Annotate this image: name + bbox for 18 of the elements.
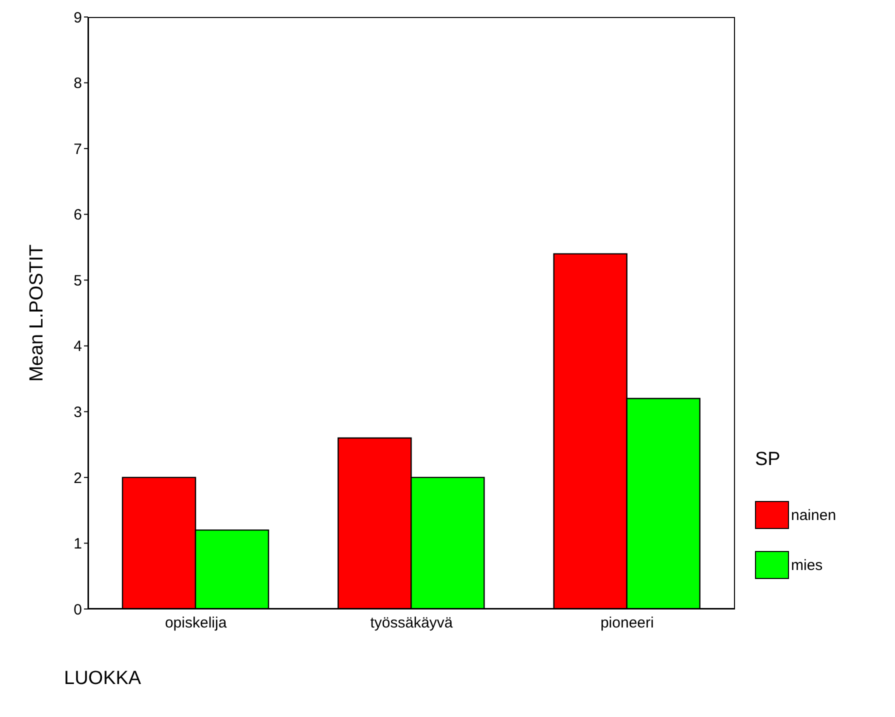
y-tick-label: 0	[74, 601, 82, 618]
legend-title: SP	[755, 449, 782, 472]
y-tick-label: 2	[74, 470, 82, 487]
y-tick-label: 7	[74, 140, 82, 158]
y-tick-label: 9	[74, 9, 82, 26]
y-tick-label: 6	[74, 206, 82, 224]
legend-label: mies	[791, 556, 823, 574]
y-tick-label: 5	[74, 272, 82, 290]
x-tick-label: opiskelija	[164, 614, 228, 632]
y-tick-label: 8	[74, 75, 82, 92]
y-tick-label: 3	[74, 404, 82, 421]
y-tick-label: 1	[74, 536, 82, 553]
x-tick-label: työssäkäyvä	[370, 614, 454, 632]
y-tick-label: 4	[74, 338, 82, 356]
x-tick-label: pioneeri	[600, 614, 654, 632]
y-axis-title: Mean L.POSTIT	[26, 244, 48, 382]
legend-label: nainen	[791, 506, 836, 524]
x-axis-title: LUOKKA	[64, 668, 142, 690]
